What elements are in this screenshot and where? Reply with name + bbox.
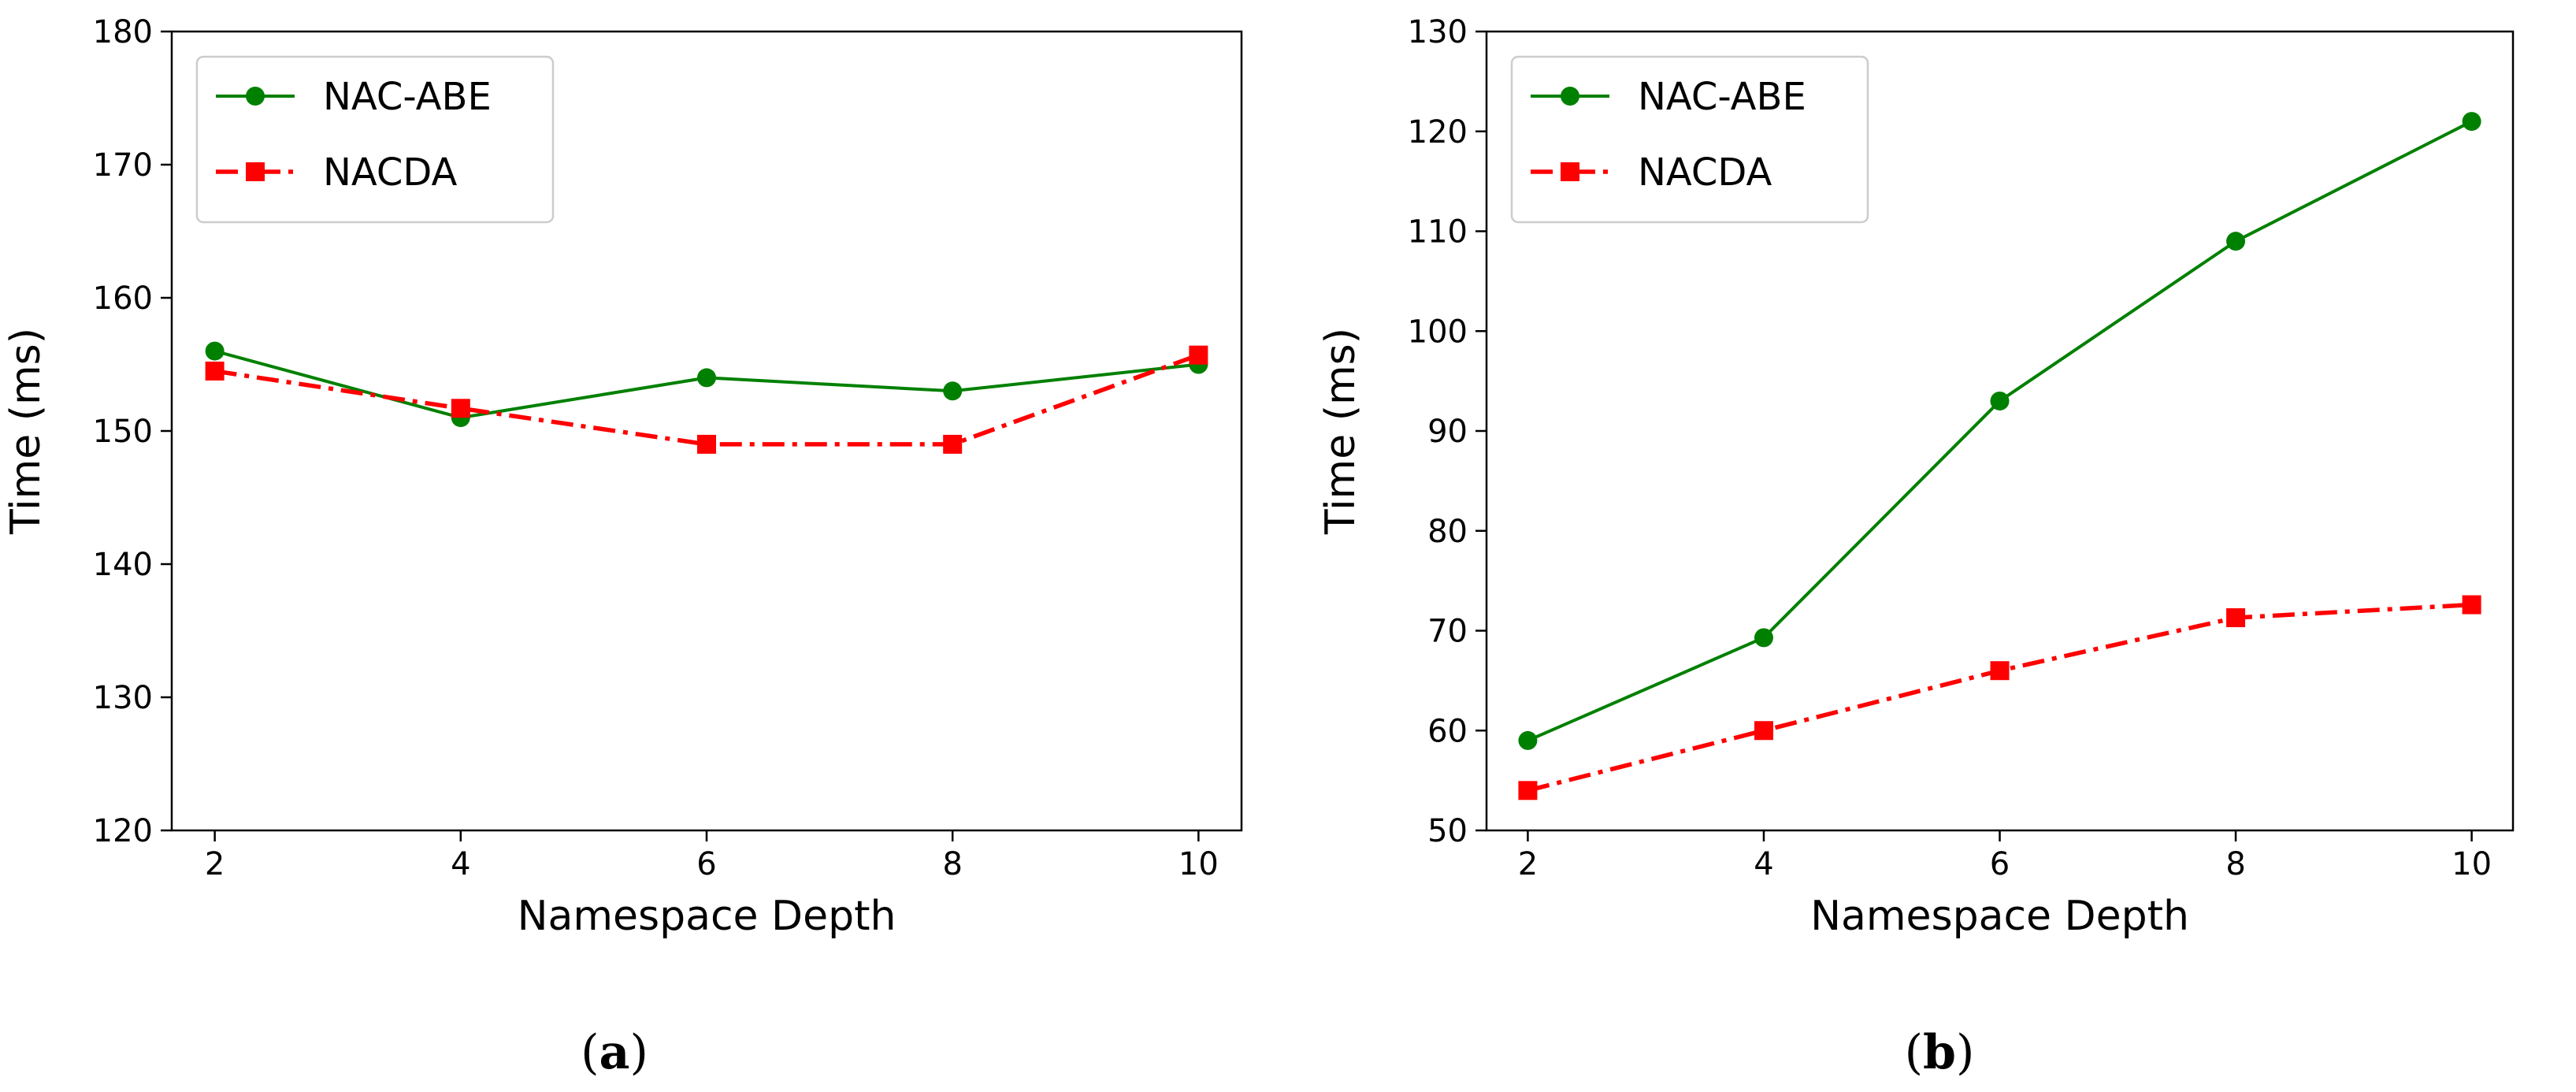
- plot-frame: [1485, 30, 2515, 832]
- x-axis-label: Namespace Depth: [518, 893, 896, 940]
- data-point: [1518, 730, 1538, 750]
- y-axis-label: Time (ms): [2, 328, 50, 535]
- panel-caption: (b): [1905, 1025, 1975, 1080]
- legend-label: NAC-ABE: [1638, 75, 1806, 119]
- data-point: [2462, 595, 2481, 615]
- plot-frame: [170, 30, 1243, 832]
- data-point: [205, 341, 225, 361]
- data-point: [1518, 781, 1538, 800]
- data-point: [451, 399, 470, 418]
- x-tick-label: 2: [1518, 846, 1538, 882]
- legend-marker: [246, 162, 265, 181]
- legend-label: NAC-ABE: [323, 75, 492, 119]
- x-tick-label: 10: [2452, 846, 2492, 882]
- chart-panel-b: 2 4 6 8 10 50 60 70 80 90 100 110 120 130 Namespace De…: [1317, 14, 2515, 1080]
- y-tick-label: 130: [1408, 14, 1468, 50]
- x-tick-label: 6: [696, 846, 716, 882]
- data-point: [697, 368, 716, 388]
- panel-caption-letter: a: [599, 1025, 630, 1080]
- legend-label: NACDA: [1638, 150, 1772, 195]
- legend: NAC-ABE NACDA: [1510, 55, 1869, 224]
- data-point: [697, 434, 716, 454]
- legend-box: [1510, 55, 1869, 224]
- data-point: [943, 381, 963, 401]
- y-tick-label: 170: [93, 147, 153, 184]
- x-tick-label: 6: [1990, 846, 2010, 882]
- data-point: [205, 361, 225, 381]
- y-tick-label: 50: [1427, 813, 1468, 849]
- y-tick-label: 100: [1408, 314, 1468, 350]
- y-tick-label: 70: [1427, 614, 1468, 650]
- x-axis-label: Namespace Depth: [1810, 893, 2189, 940]
- x-tick-label: 8: [942, 846, 962, 882]
- data-point: [1754, 721, 1773, 741]
- series-line-nacda: [1527, 602, 2472, 793]
- x-tick-label: 4: [1754, 846, 1773, 882]
- y-tick-label: 130: [93, 680, 153, 716]
- data-point: [1189, 345, 1208, 365]
- data-point: [1990, 391, 2010, 410]
- y-tick-label: 150: [93, 414, 153, 450]
- legend: NAC-ABE NACDA: [195, 55, 555, 224]
- legend-marker: [1561, 162, 1579, 181]
- y-tick-label: 180: [93, 14, 153, 50]
- data-point: [1754, 628, 1773, 648]
- y-tick-label: 160: [93, 280, 153, 317]
- y-tick-label: 120: [93, 813, 153, 849]
- panel-caption: (a): [581, 1025, 648, 1080]
- x-tick-label: 10: [1179, 846, 1219, 882]
- data-point: [1990, 661, 2010, 681]
- x-tick-label: 8: [2225, 846, 2245, 882]
- data-point: [2226, 608, 2246, 628]
- y-tick-label: 80: [1427, 514, 1468, 550]
- y-tick-label: 120: [1408, 114, 1468, 150]
- legend-box: [195, 55, 555, 224]
- legend-marker: [246, 87, 265, 106]
- y-tick-label: 60: [1427, 713, 1468, 749]
- data-point: [2462, 112, 2481, 132]
- x-tick-label: 4: [451, 846, 470, 882]
- y-tick-label: 140: [93, 547, 153, 583]
- data-point: [943, 434, 963, 454]
- y-tick-label: 90: [1427, 414, 1468, 450]
- y-tick-label: 110: [1408, 214, 1468, 251]
- data-point: [2226, 232, 2246, 251]
- chart-panel-a: 2 4 6 8 10 120 130 140 150 160 170 180 Namespace Dep…: [2, 14, 1243, 1080]
- panel-caption-letter: b: [1923, 1025, 1956, 1080]
- legend-marker: [1561, 87, 1579, 106]
- legend-label: NACDA: [323, 150, 458, 195]
- y-axis-label: Time (ms): [1317, 328, 1364, 535]
- x-tick-label: 2: [205, 846, 225, 882]
